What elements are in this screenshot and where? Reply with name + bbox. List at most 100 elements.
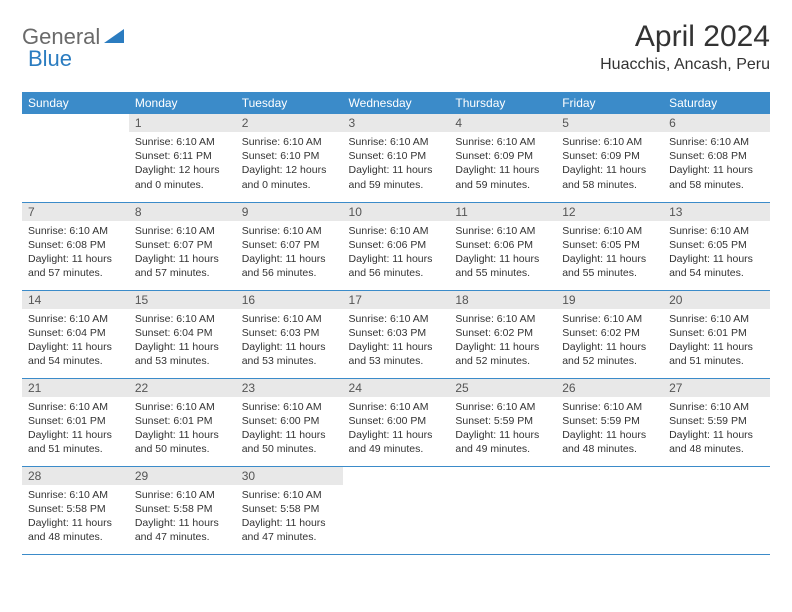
sunset-text: Sunset: 5:58 PM [135,502,230,516]
day-content: Sunrise: 6:10 AMSunset: 5:58 PMDaylight:… [129,485,236,551]
day-content: Sunrise: 6:10 AMSunset: 6:09 PMDaylight:… [449,132,556,198]
day-number: 6 [663,114,770,132]
sunrise-text: Sunrise: 6:10 AM [562,135,657,149]
day-number: 21 [22,379,129,397]
calendar-body: 1Sunrise: 6:10 AMSunset: 6:11 PMDaylight… [22,114,770,554]
day-content: Sunrise: 6:10 AMSunset: 6:11 PMDaylight:… [129,132,236,198]
day-number: 4 [449,114,556,132]
calendar-week-row: 7Sunrise: 6:10 AMSunset: 6:08 PMDaylight… [22,202,770,290]
page-header: General April 2024 Huacchis, Ancash, Per… [22,20,770,74]
weekday-header: Wednesday [343,92,450,114]
sunrise-text: Sunrise: 6:10 AM [135,400,230,414]
calendar-week-row: 14Sunrise: 6:10 AMSunset: 6:04 PMDayligh… [22,290,770,378]
day-content: Sunrise: 6:10 AMSunset: 5:59 PMDaylight:… [449,397,556,463]
day-content: Sunrise: 6:10 AMSunset: 6:02 PMDaylight:… [449,309,556,375]
calendar-table: SundayMondayTuesdayWednesdayThursdayFrid… [22,92,770,555]
calendar-week-row: 28Sunrise: 6:10 AMSunset: 5:58 PMDayligh… [22,466,770,554]
daylight-text: Daylight: 12 hours and 0 minutes. [135,163,230,191]
calendar-day-cell: 9Sunrise: 6:10 AMSunset: 6:07 PMDaylight… [236,202,343,290]
calendar-day-cell: 4Sunrise: 6:10 AMSunset: 6:09 PMDaylight… [449,114,556,202]
day-number: 20 [663,291,770,309]
sunset-text: Sunset: 6:03 PM [242,326,337,340]
day-number: 3 [343,114,450,132]
day-content: Sunrise: 6:10 AMSunset: 6:05 PMDaylight:… [663,221,770,287]
day-content: Sunrise: 6:10 AMSunset: 6:02 PMDaylight:… [556,309,663,375]
day-content: Sunrise: 6:10 AMSunset: 6:04 PMDaylight:… [22,309,129,375]
daylight-text: Daylight: 11 hours and 47 minutes. [242,516,337,544]
daylight-text: Daylight: 11 hours and 57 minutes. [135,252,230,280]
sunrise-text: Sunrise: 6:10 AM [455,135,550,149]
sunrise-text: Sunrise: 6:10 AM [669,224,764,238]
sunset-text: Sunset: 6:03 PM [349,326,444,340]
day-content: Sunrise: 6:10 AMSunset: 6:08 PMDaylight:… [663,132,770,198]
calendar-day-cell: 28Sunrise: 6:10 AMSunset: 5:58 PMDayligh… [22,466,129,554]
daylight-text: Daylight: 12 hours and 0 minutes. [242,163,337,191]
sunset-text: Sunset: 6:10 PM [349,149,444,163]
location: Huacchis, Ancash, Peru [600,56,770,74]
sunset-text: Sunset: 6:04 PM [135,326,230,340]
calendar-week-row: 21Sunrise: 6:10 AMSunset: 6:01 PMDayligh… [22,378,770,466]
calendar-day-cell: 30Sunrise: 6:10 AMSunset: 5:58 PMDayligh… [236,466,343,554]
day-content: Sunrise: 6:10 AMSunset: 6:01 PMDaylight:… [129,397,236,463]
sunrise-text: Sunrise: 6:10 AM [455,312,550,326]
calendar-day-cell: 29Sunrise: 6:10 AMSunset: 5:58 PMDayligh… [129,466,236,554]
sunrise-text: Sunrise: 6:10 AM [28,488,123,502]
sunrise-text: Sunrise: 6:10 AM [562,224,657,238]
calendar-day-cell: 10Sunrise: 6:10 AMSunset: 6:06 PMDayligh… [343,202,450,290]
daylight-text: Daylight: 11 hours and 48 minutes. [28,516,123,544]
day-content: Sunrise: 6:10 AMSunset: 6:01 PMDaylight:… [22,397,129,463]
sunset-text: Sunset: 6:01 PM [669,326,764,340]
day-content: Sunrise: 6:10 AMSunset: 6:03 PMDaylight:… [343,309,450,375]
day-number: 9 [236,203,343,221]
day-number: 11 [449,203,556,221]
day-number: 13 [663,203,770,221]
sunset-text: Sunset: 6:01 PM [28,414,123,428]
daylight-text: Daylight: 11 hours and 50 minutes. [135,428,230,456]
daylight-text: Daylight: 11 hours and 55 minutes. [455,252,550,280]
calendar-day-cell: 7Sunrise: 6:10 AMSunset: 6:08 PMDaylight… [22,202,129,290]
weekday-header: Friday [556,92,663,114]
daylight-text: Daylight: 11 hours and 48 minutes. [669,428,764,456]
sunset-text: Sunset: 5:59 PM [669,414,764,428]
day-content: Sunrise: 6:10 AMSunset: 5:58 PMDaylight:… [236,485,343,551]
day-content: Sunrise: 6:10 AMSunset: 6:10 PMDaylight:… [343,132,450,198]
sunset-text: Sunset: 5:59 PM [455,414,550,428]
daylight-text: Daylight: 11 hours and 52 minutes. [455,340,550,368]
daylight-text: Daylight: 11 hours and 53 minutes. [135,340,230,368]
day-content: Sunrise: 6:10 AMSunset: 5:58 PMDaylight:… [22,485,129,551]
day-number: 23 [236,379,343,397]
daylight-text: Daylight: 11 hours and 50 minutes. [242,428,337,456]
title-block: April 2024 Huacchis, Ancash, Peru [600,20,770,74]
sunrise-text: Sunrise: 6:10 AM [135,312,230,326]
sunset-text: Sunset: 6:08 PM [28,238,123,252]
day-number: 2 [236,114,343,132]
daylight-text: Daylight: 11 hours and 53 minutes. [349,340,444,368]
day-number: 18 [449,291,556,309]
calendar-day-cell: 27Sunrise: 6:10 AMSunset: 5:59 PMDayligh… [663,378,770,466]
day-content: Sunrise: 6:10 AMSunset: 6:06 PMDaylight:… [449,221,556,287]
weekday-header: Tuesday [236,92,343,114]
sunrise-text: Sunrise: 6:10 AM [349,224,444,238]
sunrise-text: Sunrise: 6:10 AM [242,400,337,414]
calendar-day-cell: 19Sunrise: 6:10 AMSunset: 6:02 PMDayligh… [556,290,663,378]
logo-triangle-icon [104,27,124,48]
daylight-text: Daylight: 11 hours and 53 minutes. [242,340,337,368]
calendar-day-cell: 3Sunrise: 6:10 AMSunset: 6:10 PMDaylight… [343,114,450,202]
day-number: 26 [556,379,663,397]
daylight-text: Daylight: 11 hours and 49 minutes. [455,428,550,456]
sunset-text: Sunset: 6:10 PM [242,149,337,163]
sunrise-text: Sunrise: 6:10 AM [28,312,123,326]
logo-line2: Blue [28,46,72,72]
day-content: Sunrise: 6:10 AMSunset: 6:03 PMDaylight:… [236,309,343,375]
calendar-day-cell [22,114,129,202]
day-content: Sunrise: 6:10 AMSunset: 6:06 PMDaylight:… [343,221,450,287]
calendar-day-cell: 11Sunrise: 6:10 AMSunset: 6:06 PMDayligh… [449,202,556,290]
sunset-text: Sunset: 6:04 PM [28,326,123,340]
sunrise-text: Sunrise: 6:10 AM [135,224,230,238]
calendar-header: SundayMondayTuesdayWednesdayThursdayFrid… [22,92,770,114]
sunset-text: Sunset: 6:05 PM [669,238,764,252]
sunset-text: Sunset: 5:58 PM [242,502,337,516]
sunset-text: Sunset: 5:58 PM [28,502,123,516]
daylight-text: Daylight: 11 hours and 59 minutes. [349,163,444,191]
calendar-day-cell: 22Sunrise: 6:10 AMSunset: 6:01 PMDayligh… [129,378,236,466]
